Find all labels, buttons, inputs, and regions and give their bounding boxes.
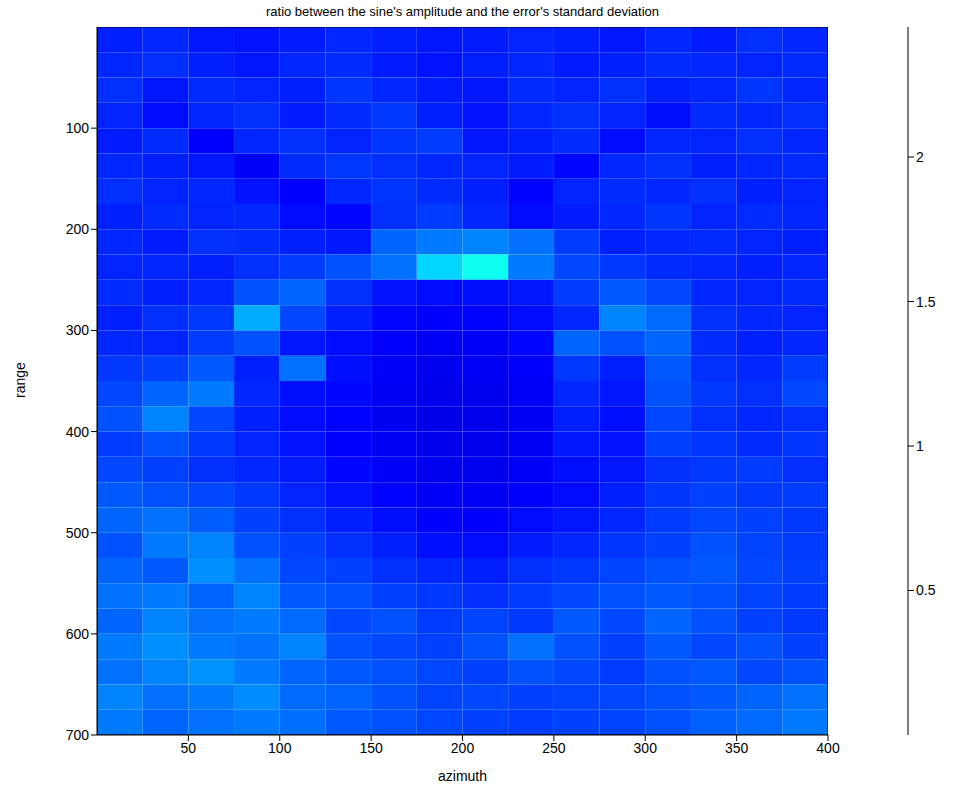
svg-text:100: 100: [268, 740, 292, 756]
svg-text:1: 1: [916, 438, 924, 454]
svg-text:0.5: 0.5: [916, 582, 936, 598]
svg-text:600: 600: [66, 626, 90, 642]
svg-text:250: 250: [542, 740, 566, 756]
svg-text:400: 400: [66, 424, 90, 440]
svg-text:150: 150: [359, 740, 383, 756]
html-text:ratio between the sine's ampli: ratio between the sine's amplitude and t…: [266, 4, 659, 19]
svg-text:200: 200: [66, 221, 90, 237]
svg-text:300: 300: [634, 740, 658, 756]
svg-text:1.5: 1.5: [916, 294, 936, 310]
svg-text:2: 2: [916, 149, 924, 165]
svg-text:200: 200: [451, 740, 475, 756]
svg-text:350: 350: [725, 740, 749, 756]
svg-text:400: 400: [816, 740, 840, 756]
html-text:azimuth: azimuth: [438, 768, 487, 784]
svg-text:300: 300: [66, 322, 90, 338]
svg-text:700: 700: [66, 727, 90, 743]
html-text:range: range: [12, 362, 28, 398]
svg-text:50: 50: [181, 740, 197, 756]
svg-text:100: 100: [66, 120, 90, 136]
svg-text:500: 500: [66, 525, 90, 541]
